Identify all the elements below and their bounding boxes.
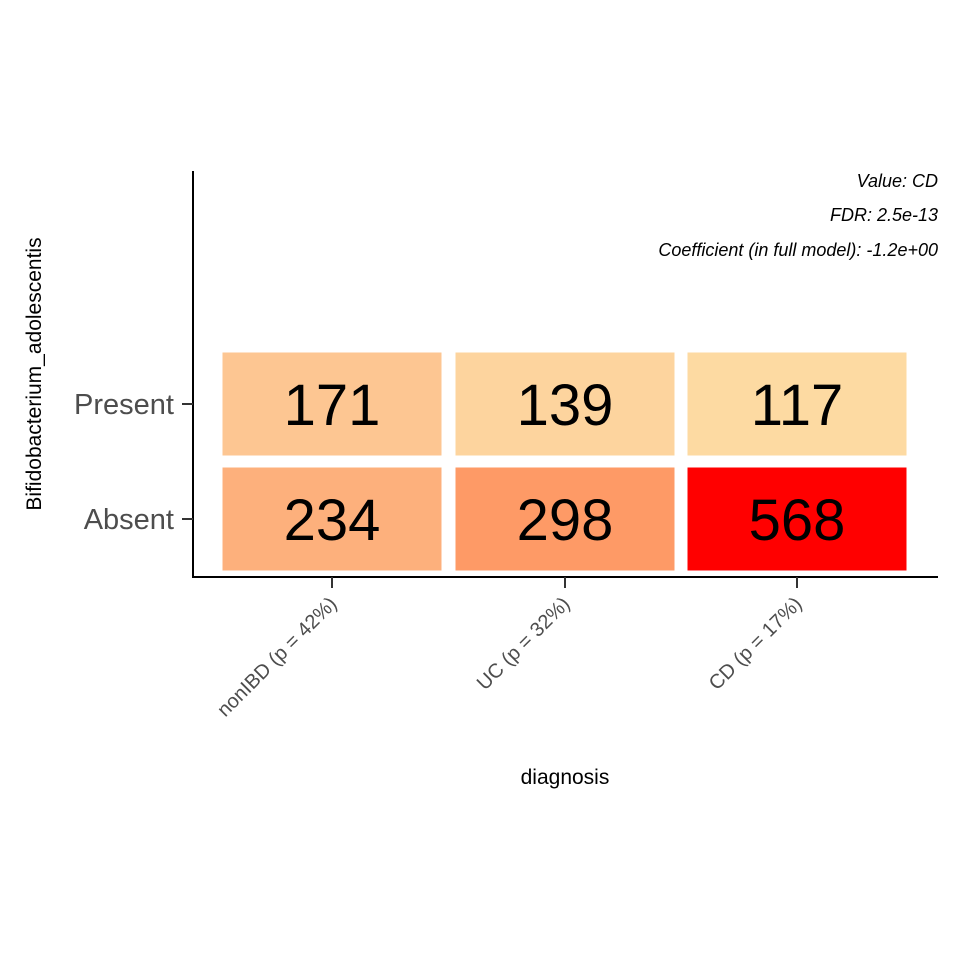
heatmap-cell	[222, 352, 442, 456]
annotation-text: Coefficient (in full model): -1.2e+00	[658, 240, 938, 260]
x-tick-label: nonIBD (p = 42%)	[213, 593, 341, 721]
cell-value-label: 117	[751, 373, 843, 438]
cell-value-label: 234	[284, 488, 381, 553]
heatmap-cell	[455, 467, 675, 571]
cell-value-label: 171	[284, 373, 381, 438]
y-axis-title: Bifidobacterium_adolescentis	[23, 237, 46, 510]
y-ticks: Present Absent	[74, 389, 193, 536]
x-tick-label: UC (p = 32%)	[473, 593, 575, 695]
annotation-text: FDR: 2.5e-13	[830, 205, 938, 225]
y-tick-label: Present	[74, 389, 174, 421]
heatmap-cell	[687, 467, 907, 571]
x-tick-label: CD (p = 17%)	[705, 593, 807, 695]
annotations: Value: CD FDR: 2.5e-13 Coefficient (in ful…	[658, 171, 938, 260]
cell-value-label: 139	[517, 373, 614, 438]
annotation-text: Value: CD	[857, 171, 938, 191]
x-axis-title: diagnosis	[521, 766, 610, 789]
heatmap-cell	[222, 467, 442, 571]
heatmap-cell	[687, 352, 907, 456]
x-ticks: nonIBD (p = 42%) UC (p = 32%) CD (p = 17%)	[213, 577, 807, 721]
heatmap-cell	[455, 352, 675, 456]
cell-value-label: 568	[749, 488, 846, 553]
heatmap-cells: 171 139 117 234 298 568	[222, 352, 907, 571]
cell-value-label: 298	[517, 488, 614, 553]
y-tick-label: Absent	[84, 504, 174, 536]
